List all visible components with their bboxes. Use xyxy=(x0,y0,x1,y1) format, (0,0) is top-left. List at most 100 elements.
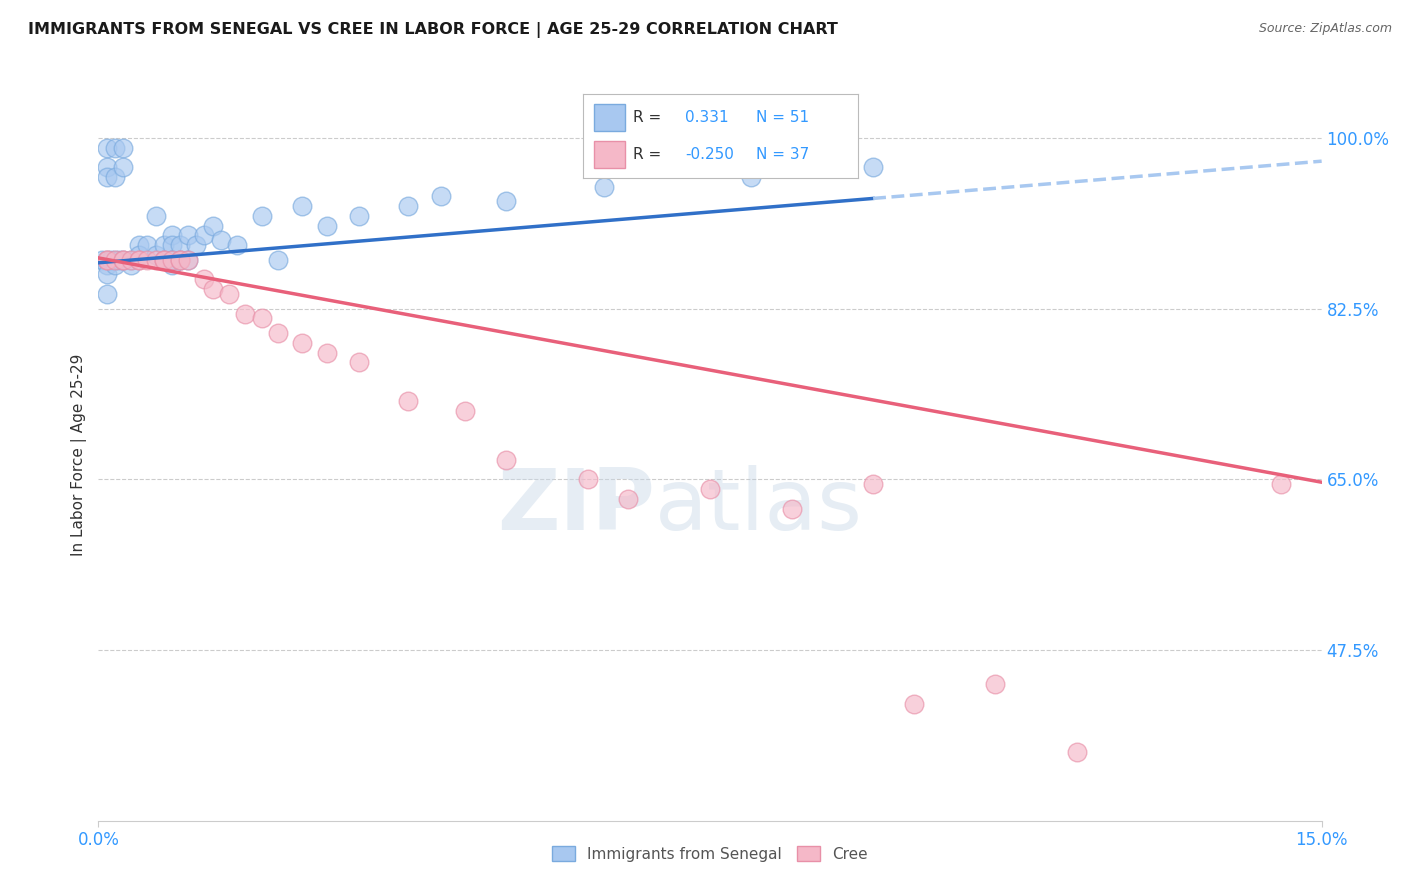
Point xyxy=(780,501,803,516)
Point xyxy=(984,677,1007,691)
Point xyxy=(96,287,118,301)
Text: N = 37: N = 37 xyxy=(756,147,810,162)
Point xyxy=(120,252,142,267)
Point xyxy=(169,252,191,267)
Point xyxy=(226,238,249,252)
Point xyxy=(576,472,599,486)
Point xyxy=(100,252,122,267)
Point xyxy=(96,169,118,184)
Point xyxy=(104,141,127,155)
Text: Source: ZipAtlas.com: Source: ZipAtlas.com xyxy=(1258,22,1392,36)
Point xyxy=(315,345,337,359)
Point xyxy=(152,252,174,267)
Point xyxy=(177,252,200,267)
Bar xyxy=(595,141,624,169)
Point xyxy=(96,268,118,282)
Point xyxy=(862,477,884,491)
Point xyxy=(617,491,640,506)
Point xyxy=(108,252,131,267)
Point xyxy=(152,252,174,267)
Point xyxy=(128,252,150,267)
Bar xyxy=(595,103,624,131)
Point xyxy=(120,258,142,272)
Text: N = 51: N = 51 xyxy=(756,110,810,125)
Point xyxy=(1066,745,1088,759)
Point xyxy=(96,160,118,174)
Point xyxy=(152,252,174,267)
Point xyxy=(120,252,142,267)
Point xyxy=(862,160,884,174)
Text: -0.250: -0.250 xyxy=(685,147,734,162)
Point xyxy=(128,252,150,267)
Point xyxy=(209,233,232,247)
Point xyxy=(96,252,118,267)
Point xyxy=(593,179,616,194)
Point xyxy=(111,160,134,174)
Point xyxy=(160,252,183,267)
Point xyxy=(291,199,314,213)
Point xyxy=(250,209,273,223)
Point xyxy=(111,252,134,267)
Point xyxy=(1270,477,1292,491)
Point xyxy=(136,252,159,267)
Point xyxy=(104,258,127,272)
Point xyxy=(128,238,150,252)
Point xyxy=(96,252,118,267)
Point xyxy=(169,238,191,252)
Point xyxy=(169,252,191,267)
Point xyxy=(349,209,371,223)
Point xyxy=(96,252,118,267)
Point xyxy=(104,169,127,184)
Text: R =: R = xyxy=(633,110,661,125)
Point xyxy=(177,252,200,267)
Point xyxy=(96,141,118,155)
Point xyxy=(349,355,371,369)
Point xyxy=(111,252,134,267)
Y-axis label: In Labor Force | Age 25-29: In Labor Force | Age 25-29 xyxy=(72,354,87,556)
Point xyxy=(193,272,215,286)
Point xyxy=(193,228,215,243)
Point xyxy=(233,306,256,320)
Point xyxy=(740,169,762,184)
Point xyxy=(104,252,127,267)
Point xyxy=(699,482,721,496)
Text: ZIP: ZIP xyxy=(498,465,655,548)
Point xyxy=(111,252,134,267)
Point xyxy=(495,452,517,467)
Point xyxy=(495,194,517,209)
Point xyxy=(160,252,183,267)
Point xyxy=(145,209,167,223)
Point xyxy=(96,258,118,272)
Point xyxy=(111,141,134,155)
Text: atlas: atlas xyxy=(655,465,863,548)
Point xyxy=(315,219,337,233)
Point xyxy=(430,189,453,203)
Point xyxy=(903,697,925,711)
Point xyxy=(186,238,208,252)
Point xyxy=(104,252,127,267)
Point xyxy=(201,219,224,233)
Point xyxy=(145,248,167,262)
Point xyxy=(201,282,224,296)
Point xyxy=(136,238,159,252)
Point xyxy=(145,252,167,267)
Point xyxy=(160,228,183,243)
Point xyxy=(169,252,191,267)
Point xyxy=(152,238,174,252)
Point xyxy=(218,287,240,301)
Point xyxy=(396,199,419,213)
Point xyxy=(160,252,183,267)
Point xyxy=(177,228,200,243)
Point xyxy=(267,252,290,267)
Text: 0.331: 0.331 xyxy=(685,110,728,125)
Text: R =: R = xyxy=(633,147,661,162)
Point xyxy=(91,252,114,267)
Point xyxy=(160,258,183,272)
Text: IMMIGRANTS FROM SENEGAL VS CREE IN LABOR FORCE | AGE 25-29 CORRELATION CHART: IMMIGRANTS FROM SENEGAL VS CREE IN LABOR… xyxy=(28,22,838,38)
Point xyxy=(291,335,314,350)
Point xyxy=(454,404,477,418)
Point xyxy=(267,326,290,340)
Legend: Immigrants from Senegal, Cree: Immigrants from Senegal, Cree xyxy=(546,839,875,868)
Point xyxy=(396,394,419,409)
Point xyxy=(250,311,273,326)
